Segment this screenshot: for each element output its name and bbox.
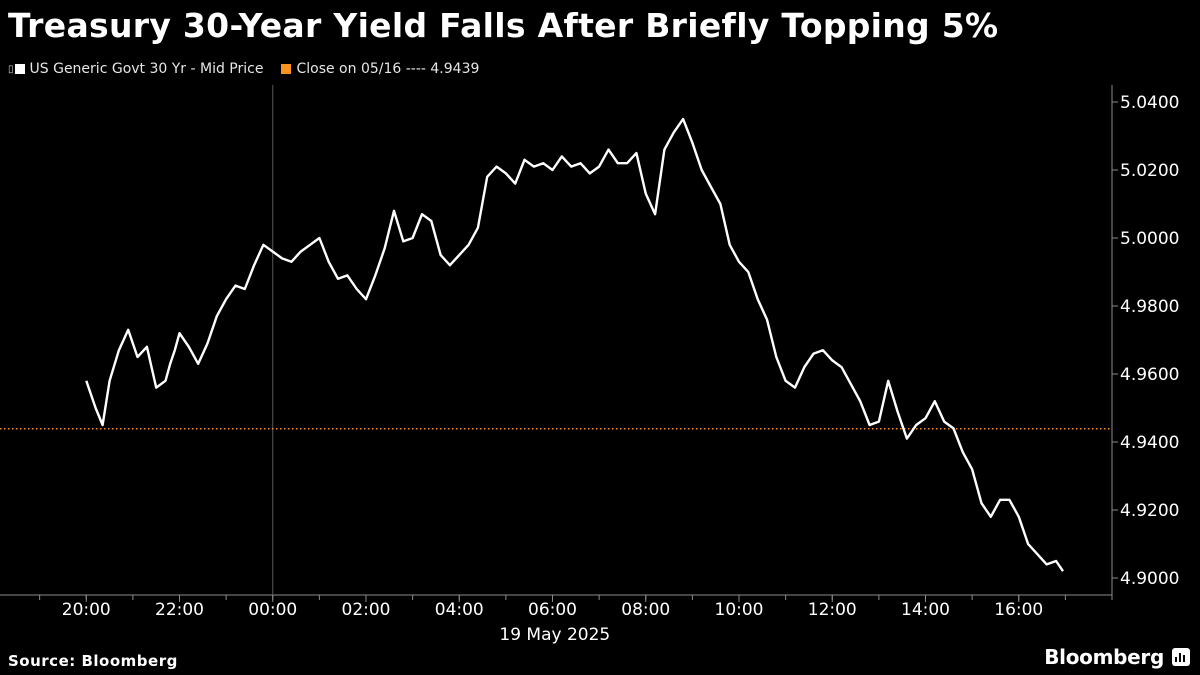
y-tick-label: 4.9000 xyxy=(1120,569,1179,589)
legend-item-series: ▯ US Generic Govt 30 Yr - Mid Price xyxy=(8,61,263,77)
y-tick-label: 4.9200 xyxy=(1120,501,1179,521)
y-tick-label: 4.9800 xyxy=(1120,297,1179,317)
x-tick-label: 22:00 xyxy=(155,600,204,620)
y-tick-label: 5.0400 xyxy=(1120,93,1179,113)
chart-title: Treasury 30-Year Yield Falls After Brief… xyxy=(8,6,999,45)
y-tick-label: 4.9400 xyxy=(1120,433,1179,453)
series-marker-icon: ▯ xyxy=(8,63,14,75)
x-tick-label: 06:00 xyxy=(528,600,577,620)
brand-logo: Bloomberg xyxy=(1044,645,1190,669)
legend-series-label: US Generic Govt 30 Yr - Mid Price xyxy=(29,61,264,77)
source-note: Source: Bloomberg xyxy=(8,652,178,670)
reference-swatch xyxy=(281,64,292,74)
y-tick-label: 4.9600 xyxy=(1120,365,1179,385)
x-tick-label: 02:00 xyxy=(342,600,391,620)
brand-name: Bloomberg xyxy=(1044,645,1164,669)
axes: 5.0400 5.0200 5.0000 4.9800 4.9600 4.9400 4.92… xyxy=(0,85,1179,645)
bloomberg-chart-icon xyxy=(1172,648,1190,666)
x-tick-label: 04:00 xyxy=(435,600,484,620)
legend-reference-label: Close on 05/16 ---- 4.9439 xyxy=(296,61,480,77)
x-axis-date-label: 19 May 2025 xyxy=(499,625,610,645)
x-tick-label: 12:00 xyxy=(808,600,857,620)
y-tick-label: 5.0200 xyxy=(1120,161,1179,181)
series-layer xyxy=(85,117,1064,572)
x-tick-label: 00:00 xyxy=(248,600,297,620)
x-tick-label: 08:00 xyxy=(621,600,670,620)
legend-item-reference: Close on 05/16 ---- 4.9439 xyxy=(281,61,479,77)
legend: ▯ US Generic Govt 30 Yr - Mid Price Clos… xyxy=(8,61,497,77)
series-swatch xyxy=(14,64,25,74)
x-tick-label: 20:00 xyxy=(62,600,111,620)
series-line-us-30yr-yield xyxy=(85,117,1064,572)
x-tick-label: 14:00 xyxy=(901,600,950,620)
y-tick-label: 5.0000 xyxy=(1120,229,1179,249)
x-tick-label: 10:00 xyxy=(715,600,764,620)
x-tick-label: 16:00 xyxy=(994,600,1043,620)
